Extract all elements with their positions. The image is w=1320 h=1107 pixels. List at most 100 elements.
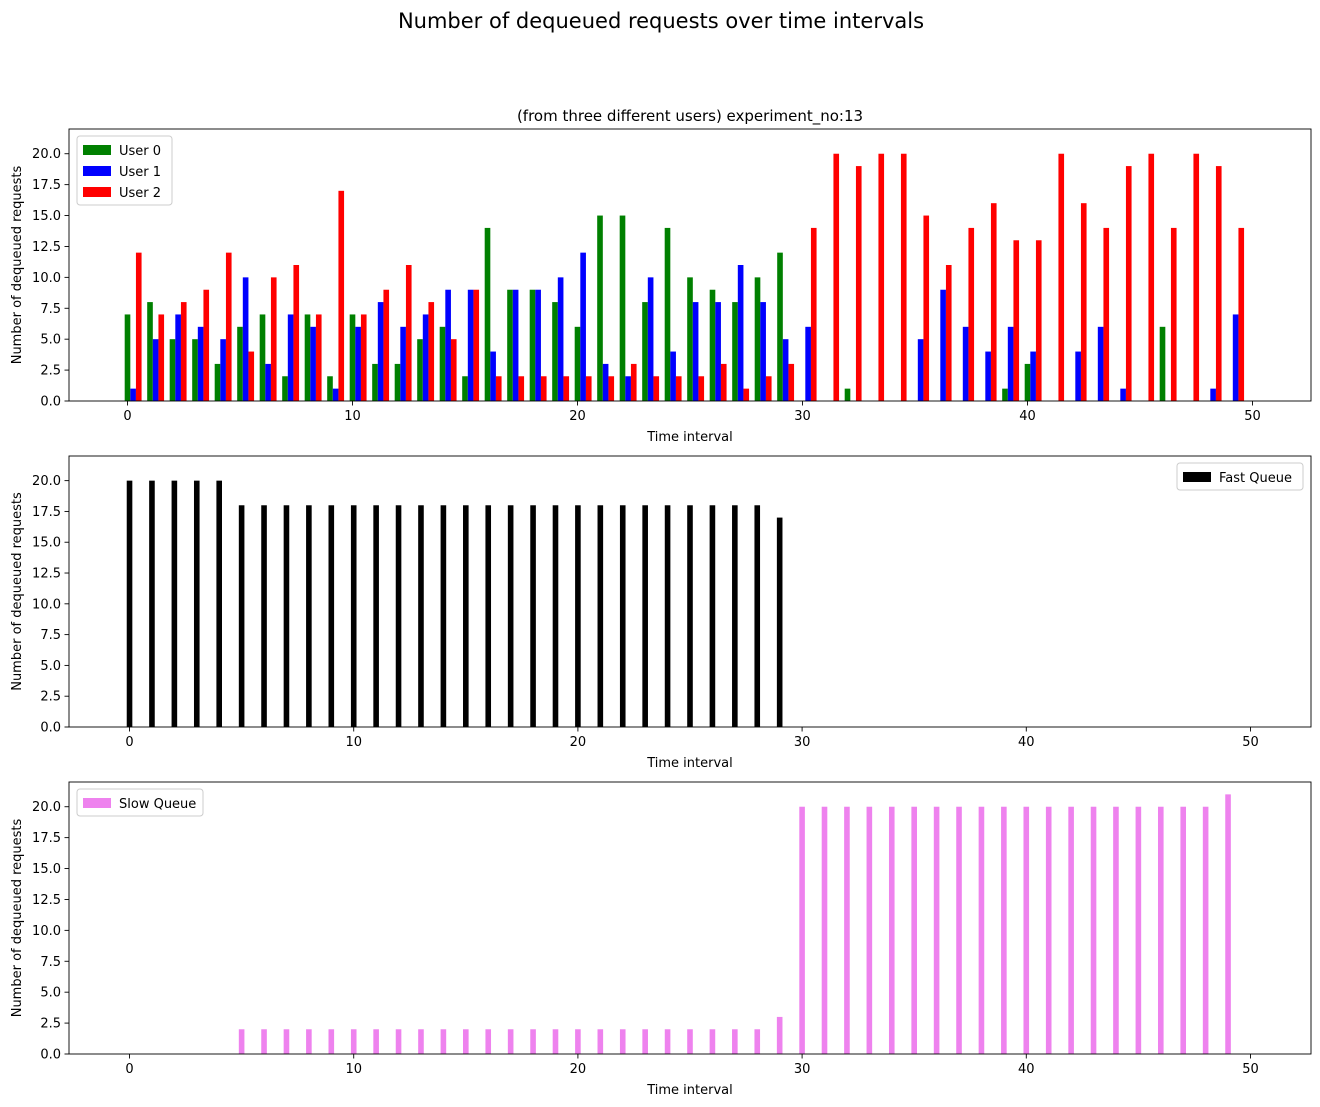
y-tick-label: 5.0 [40,333,61,348]
bar-user-2-t21 [608,376,615,401]
y-tick-label: 2.5 [40,690,61,705]
bar-user-2-t27 [743,388,750,401]
bar-slow-queue-t8 [306,1029,312,1054]
y-tick-label: 12.5 [32,240,61,255]
bar-slow-queue-t19 [552,1029,559,1054]
legend-label: User 2 [119,186,161,201]
bar-fast-queue-t3 [193,480,200,727]
bar-user-2-t35 [923,215,930,401]
bar-user-0-t3 [192,339,198,401]
bar-user-2-t5 [248,351,255,401]
bar-user-0-t13 [417,339,423,401]
bar-user-1-t35 [917,339,924,401]
bar-user-1-t17 [512,289,519,401]
legend: Slow Queue [76,788,204,817]
bar-user-0-t7 [282,376,288,401]
legend-label: Slow Queue [119,797,196,812]
bar-user-2-t48 [1215,166,1222,401]
bar-slow-queue-t12 [395,1029,402,1054]
bar-slow-queue-t48 [1202,806,1209,1054]
bar-user-2-t0 [135,252,142,401]
bar-slow-queue-t47 [1180,806,1187,1054]
bar-user-0-t29 [777,252,783,401]
bar-slow-queue-t14 [440,1029,447,1054]
bar-user-2-t24 [675,376,682,401]
bar-user-1-t18 [535,289,541,401]
bar-slow-queue-t21 [597,1029,604,1054]
bar-user-2-t32 [855,166,862,401]
bar-slow-queue-t36 [933,806,940,1054]
bar-user-1-t22 [625,376,631,401]
bar-fast-queue-t27 [732,505,738,727]
legend-box [1176,462,1304,491]
y-tick-label: 7.5 [40,955,61,970]
bar-fast-queue-t5 [238,505,245,727]
bar-user-1-t5 [242,277,249,401]
bar-fast-queue-t19 [552,505,559,727]
y-tick-label: 20.0 [32,474,61,489]
bar-slow-queue-t29 [776,1016,783,1054]
bar-fast-queue-t26 [709,505,716,727]
bar-slow-queue-t35 [911,806,917,1054]
y-tick-label: 5.0 [40,659,61,674]
y-tick-label: 12.5 [32,567,61,582]
bar-user-0-t4 [214,363,221,401]
bar-user-1-t39 [1007,326,1014,401]
y-tick-label: 0.0 [40,721,61,736]
bar-fast-queue-t17 [507,505,514,727]
bar-user-0-t11 [372,363,378,401]
bar-user-2-t42 [1080,203,1087,401]
bar-user-2-t4 [225,252,232,401]
bar-user-1-t28 [760,302,766,401]
bar-slow-queue-t11 [373,1029,379,1054]
bar-fast-queue-t15 [463,505,469,727]
bar-user-2-t15 [473,289,480,401]
axes-frame [68,128,1312,402]
x-tick-label: 10 [344,409,361,424]
bar-user-2-t36 [945,265,952,401]
bar-user-1-t16 [490,351,496,401]
bar-user-1-t43 [1097,326,1104,401]
bar-user-0-t15 [462,376,468,401]
bar-fast-queue-t18 [530,505,536,727]
bar-user-0-t24 [664,227,671,401]
bar-user-1-t1 [152,339,159,401]
bar-fast-queue-t28 [754,505,761,727]
bar-fast-queue-t4 [216,480,222,727]
bar-user-2-t12 [405,265,412,401]
x-tick-label: 20 [569,409,586,424]
y-tick-label: 15.0 [32,209,61,224]
bar-user-2-t23 [653,376,660,401]
x-tick-label: 0 [125,1062,133,1077]
bar-user-1-t36 [940,289,946,401]
y-tick-label: 15.0 [32,862,61,877]
legend: User 0 User 1 User 2 [76,135,173,206]
chart-title: (from three different users) experiment_… [517,107,863,126]
bar-user-1-t21 [602,363,609,401]
chart-fast-queue: 0 10 20 30 40 50 0.0 2.5 5.0 7.5 10.0 12.5 15.0 17.5 2… [10,455,1312,771]
y-tick-label: 10.0 [32,924,61,939]
y-axis-label: Number of dequeued requests [10,492,25,691]
bar-user-0-t18 [529,289,536,401]
bar-user-0-t46 [1159,326,1166,401]
bar-user-1-t23 [647,277,654,401]
bar-user-1-t37 [962,326,969,401]
bar-user-1-t48 [1210,388,1216,401]
bar-user-0-t16 [484,227,491,401]
bar-user-1-t38 [985,351,991,401]
x-tick-label: 20 [570,735,587,750]
bar-user-1-t24 [670,351,676,401]
bar-user-0-t14 [439,326,446,401]
bar-user-2-t46 [1170,227,1177,401]
bar-user-1-t19 [557,277,564,401]
bar-user-1-t3 [197,326,204,401]
bar-slow-queue-t28 [754,1029,761,1054]
bar-user-0-t40 [1024,363,1031,401]
x-tick-label: 30 [794,1062,811,1077]
bar-user-0-t17 [507,289,513,401]
y-tick-label: 2.5 [40,1017,61,1032]
bar-slow-queue-t9 [328,1029,335,1054]
axes-frame [68,781,1312,1055]
bar-user-2-t1 [158,314,165,401]
bar-fast-queue-t21 [597,505,604,727]
